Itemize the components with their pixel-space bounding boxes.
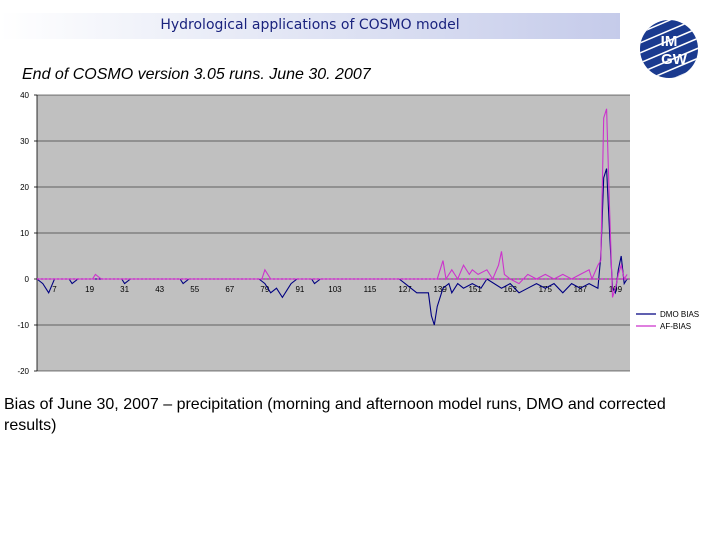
svg-text:IM: IM: [661, 33, 678, 50]
page-title: Hydrological applications of COSMO model: [160, 17, 460, 33]
y-tick-label: -20: [17, 367, 29, 376]
y-tick-label: 40: [20, 91, 29, 100]
x-tick-label: 151: [468, 285, 482, 294]
x-tick-label: 43: [155, 285, 164, 294]
dmo-bias-series-line: [36, 168, 628, 326]
x-tick-label: 115: [364, 285, 377, 294]
x-tick-label: 163: [504, 285, 518, 294]
x-tick-label: 31: [120, 285, 129, 294]
x-tick-label: 55: [190, 285, 199, 294]
y-tick-label: 30: [20, 137, 29, 146]
legend-label: DMO BIAS: [660, 310, 699, 319]
x-tick-label: 7: [52, 285, 57, 294]
y-tick-label: 10: [20, 229, 29, 238]
x-tick-label: 91: [295, 285, 304, 294]
bias-line-chart: 40 30 20 10 0 -10 -20 7 19 31 43 55 67 79 91 103 115 127…: [0, 88, 720, 388]
x-tick-label: 19: [85, 285, 94, 294]
x-tick-label: 175: [539, 285, 553, 294]
slide-caption: Bias of June 30, 2007 – precipitation (m…: [4, 396, 666, 434]
imgw-globe-logo-icon: IM GW: [640, 20, 698, 78]
header-bar: Hydrological applications of COSMO model: [0, 13, 620, 39]
af-bias-series-line: [37, 108, 628, 298]
x-tick-label: 103: [328, 285, 342, 294]
y-tick-label: 20: [20, 183, 29, 192]
y-tick-label: -10: [17, 321, 29, 330]
x-tick-label: 79: [260, 285, 269, 294]
x-tick-label: 67: [225, 285, 234, 294]
y-tick-label: 0: [25, 275, 30, 284]
x-tick-label: 187: [574, 285, 588, 294]
x-tick-label: 139: [433, 285, 447, 294]
slide-subtitle: End of COSMO version 3.05 runs. June 30.…: [22, 66, 371, 83]
svg-text:GW: GW: [661, 51, 688, 68]
x-tick-label: 127: [398, 285, 412, 294]
legend-label: AF-BIAS: [660, 322, 691, 331]
